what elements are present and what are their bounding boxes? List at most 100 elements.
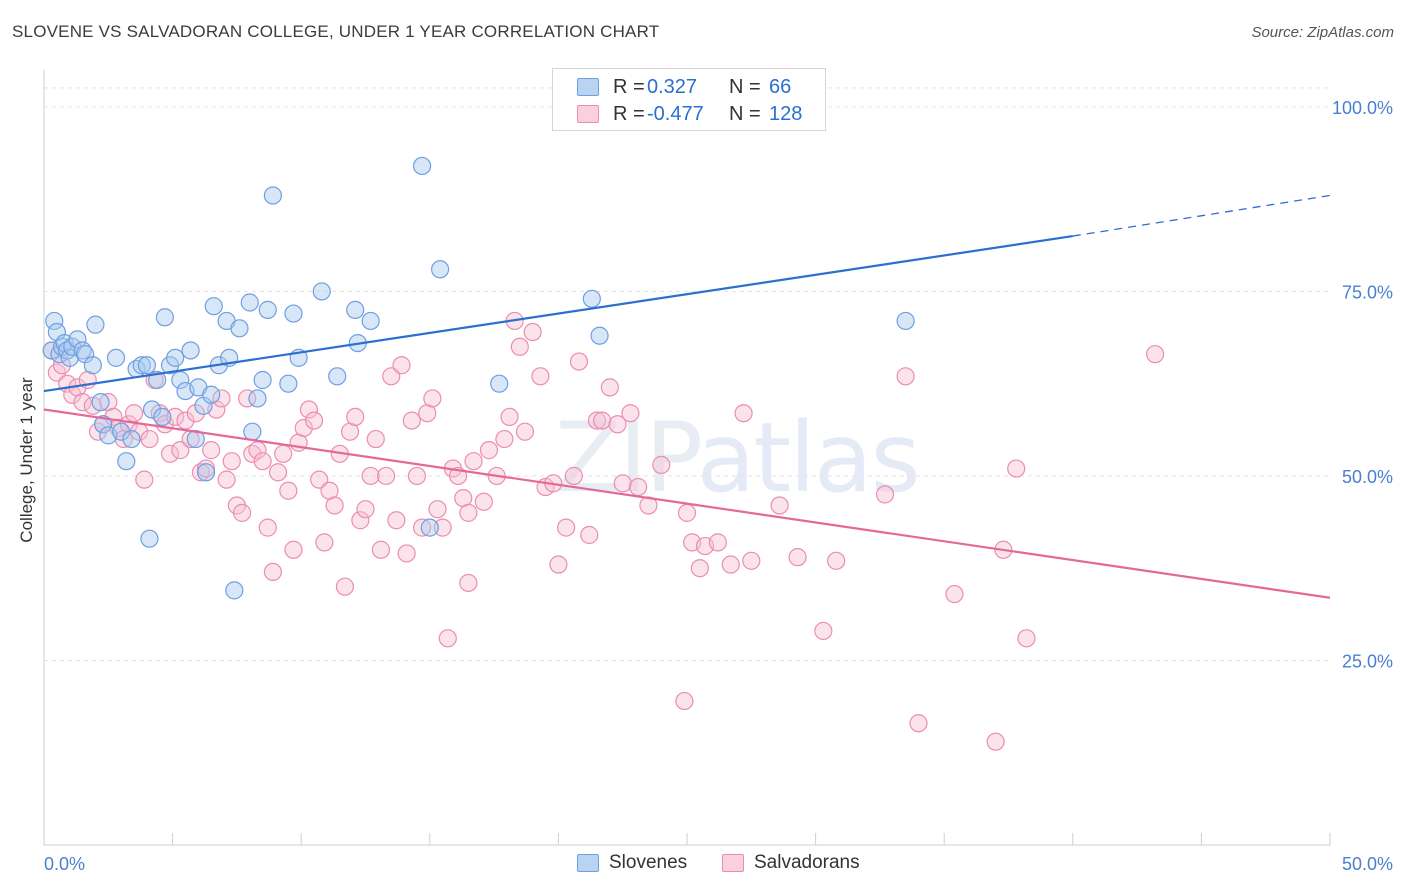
slovenes-point bbox=[196, 463, 216, 482]
slovenes-point bbox=[284, 304, 303, 323]
salvadorans-point bbox=[479, 441, 499, 460]
salvadorans-point bbox=[569, 352, 589, 371]
salvadorans-point bbox=[124, 404, 144, 423]
salvadorans-point bbox=[423, 389, 442, 408]
salvadorans-point bbox=[356, 500, 375, 519]
legend-r-label: R = bbox=[613, 75, 645, 98]
salvadorans-point bbox=[73, 393, 92, 412]
salvadorans-point bbox=[428, 500, 447, 519]
salvadorans-point bbox=[593, 411, 612, 430]
slovenes-point bbox=[202, 385, 221, 404]
salvadorans-point bbox=[896, 367, 915, 386]
slovenes-point bbox=[181, 341, 200, 360]
slovenes-point bbox=[83, 356, 102, 375]
salvadorans-point bbox=[875, 485, 895, 504]
salvadorans-point bbox=[474, 492, 493, 511]
bottom-legend-slovenes: Slovenes bbox=[577, 852, 687, 874]
slovenes-point bbox=[230, 319, 249, 338]
salvadorans-point bbox=[945, 584, 964, 604]
legend-row-salvadorans: R = -0.477 N = 128 bbox=[577, 102, 802, 126]
salvadorans-point bbox=[392, 356, 411, 375]
slovenes-point bbox=[412, 156, 432, 176]
slovenes-point bbox=[243, 422, 262, 441]
salvadorans-point bbox=[549, 555, 568, 574]
salvadorans-point bbox=[382, 367, 401, 386]
salvadorans-point bbox=[371, 540, 391, 559]
legend-r-value: -0.477 bbox=[647, 102, 704, 125]
salvadorans-point bbox=[909, 714, 928, 733]
legend-r-label: R = bbox=[613, 102, 645, 125]
salvadorans-point bbox=[402, 411, 421, 430]
salvadorans-point bbox=[613, 474, 632, 493]
chart-title: SLOVENE VS SALVADORAN COLLEGE, UNDER 1 Y… bbox=[12, 22, 660, 41]
salvadorans-point bbox=[515, 422, 535, 441]
slovenes-point bbox=[490, 374, 509, 393]
slovenes-trend-line bbox=[43, 234, 1073, 393]
salvadorans-point bbox=[171, 441, 190, 460]
salvadorans-point bbox=[186, 404, 205, 423]
slovenes-point bbox=[430, 260, 450, 279]
slovenes-point bbox=[582, 289, 601, 308]
salvadorans-point bbox=[202, 441, 221, 460]
axis-labels: 25.0% 50.0% 75.0% 100.0% 0.0% 50.0% College, U… bbox=[17, 98, 1393, 874]
y-tick-label: 100.0% bbox=[1332, 98, 1393, 118]
salvadorans-point bbox=[407, 466, 427, 486]
slovenes-trend-extension bbox=[1072, 194, 1331, 237]
salvadorans-point bbox=[1017, 629, 1036, 648]
salvadorans-point bbox=[675, 691, 694, 711]
salvadorans-point bbox=[629, 477, 648, 497]
bottom-swatch-blue bbox=[577, 854, 599, 872]
legend-n-value: 128 bbox=[769, 102, 803, 125]
salvadorans-point bbox=[510, 337, 529, 356]
salvadorans-point bbox=[176, 411, 195, 430]
correlation-legend: R = 0.327 N = 66 R = -0.477 N = 128 bbox=[552, 68, 826, 131]
salvadorans-point bbox=[433, 518, 452, 537]
slovenes-point bbox=[155, 308, 174, 327]
slovenes-point bbox=[91, 393, 110, 412]
salvadorans-point bbox=[351, 511, 370, 530]
slovenes-points bbox=[42, 156, 915, 600]
salvadorans-point bbox=[140, 429, 159, 449]
salvadorans-point bbox=[274, 444, 293, 463]
slovenes-point bbox=[153, 407, 172, 427]
salvadorans-point bbox=[580, 525, 599, 545]
salvadorans-point bbox=[253, 452, 272, 471]
slovenes-point bbox=[240, 293, 259, 312]
salvadorans-point bbox=[608, 415, 627, 434]
salvadorans-point bbox=[621, 404, 640, 423]
salvadorans-point bbox=[376, 466, 396, 486]
salvadorans-point bbox=[564, 466, 583, 486]
salvadorans-point bbox=[464, 452, 483, 471]
salvadorans-point bbox=[557, 518, 576, 537]
salvadorans-point bbox=[788, 548, 807, 567]
salvadorans-point bbox=[335, 577, 355, 596]
bottom-legend-label-slovenes: Slovenes bbox=[609, 852, 688, 873]
salvadorans-point bbox=[268, 463, 288, 482]
legend-n-label: N = bbox=[729, 102, 761, 125]
slovenes-point bbox=[258, 300, 277, 319]
slovenes-point bbox=[590, 326, 609, 345]
slovenes-point bbox=[132, 356, 151, 375]
bottom-legend-salvadorans: Salvadorans bbox=[722, 852, 860, 874]
salvadorans-point bbox=[232, 503, 252, 522]
salvadorans-point bbox=[325, 496, 344, 515]
salvadorans-point bbox=[438, 629, 457, 648]
slovenes-point bbox=[361, 311, 380, 331]
salvadorans-point bbox=[708, 533, 727, 552]
salvadorans-point bbox=[366, 429, 385, 449]
slovenes-point bbox=[112, 422, 131, 441]
salvadorans-point bbox=[294, 418, 313, 438]
slovenes-point bbox=[140, 529, 159, 548]
legend-row-slovenes: R = 0.327 N = 66 bbox=[577, 75, 791, 99]
legend-swatch-blue bbox=[577, 78, 599, 96]
salvadorans-point bbox=[238, 389, 257, 408]
salvadorans-point bbox=[217, 470, 236, 489]
salvadorans-point bbox=[459, 573, 478, 593]
salvadorans-point bbox=[166, 407, 185, 427]
legend-r-value: 0.327 bbox=[647, 75, 698, 98]
salvadorans-point bbox=[677, 503, 697, 522]
grid-lines bbox=[44, 87, 1330, 661]
legend-n-value: 66 bbox=[769, 75, 792, 98]
watermark-atlas: atlas bbox=[696, 402, 921, 514]
slovenes-point bbox=[166, 348, 185, 367]
